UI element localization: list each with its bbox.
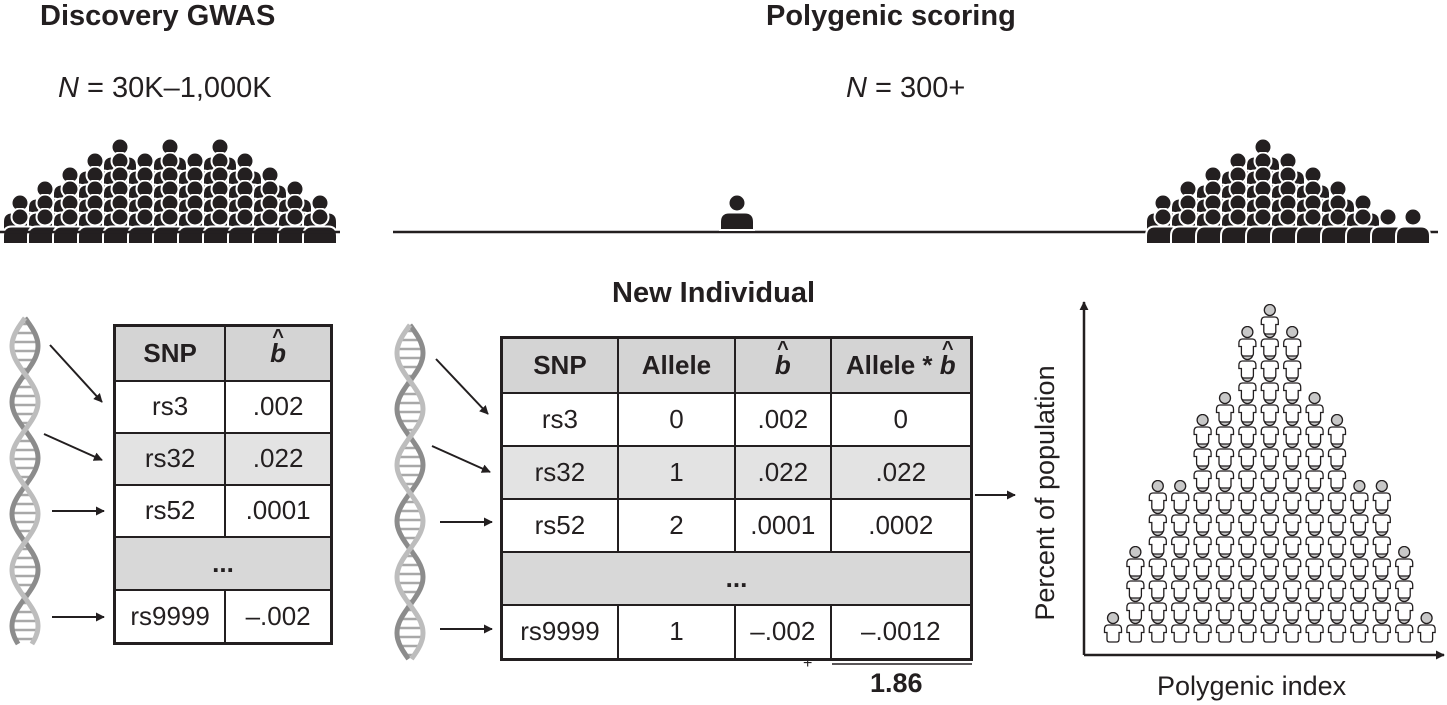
- y-axis-label: Percent of population: [1030, 365, 1060, 621]
- arrows-to-table1: [43, 344, 105, 622]
- sum-plus-sign: +: [803, 655, 813, 672]
- person-icon: [1238, 326, 1257, 357]
- dna-helix-icon: [394, 323, 426, 661]
- effect-header: ^ b: [734, 336, 832, 394]
- ellipsis-cell: ...: [500, 550, 973, 606]
- snp-cell: rs9999: [500, 603, 619, 661]
- effect-cell: .0001: [734, 497, 832, 553]
- person-icon: [1350, 480, 1369, 511]
- discovery-sample-size: N = 30K–1,000K: [58, 72, 272, 105]
- person-icon: [1327, 414, 1347, 445]
- effect-cell: .002: [734, 391, 832, 447]
- x-axis-label: Polygenic index: [1157, 671, 1347, 701]
- individual-score-table: SNP Allele ^ b Allele * ^ b rs3 0 .002 0 r…: [500, 336, 973, 661]
- person-icon: [1283, 326, 1302, 357]
- person-icon: [1372, 480, 1391, 511]
- person-icon: [1395, 546, 1414, 577]
- arrows-to-table2: [431, 358, 493, 634]
- effect-cell: .002: [224, 379, 333, 434]
- allele-cell: 0: [616, 391, 737, 447]
- person-icon: [1148, 480, 1167, 511]
- arrow: [49, 344, 103, 403]
- discovery-crowd: [2, 138, 338, 244]
- b-symbol: ^ b: [939, 337, 956, 380]
- snp-cell: rs3: [113, 379, 227, 434]
- person-icon: [1103, 612, 1123, 643]
- allele-cell: 2: [616, 497, 737, 553]
- effect-cell: –.002: [224, 588, 333, 645]
- population-distribution: [1103, 304, 1436, 643]
- person-icon: [1215, 392, 1235, 423]
- new-individual-title: New Individual: [612, 277, 816, 309]
- n-symbol: N: [58, 72, 79, 104]
- product-cell: 0: [829, 391, 973, 447]
- table-row: rs9999 1 –.002 –.0012: [500, 603, 973, 661]
- polygenic-scoring-title: Polygenic scoring: [766, 0, 1016, 32]
- polygenic-score-total: 1.86: [870, 668, 923, 698]
- scoring-n-value: = 300+: [866, 72, 966, 104]
- b-symbol: b: [270, 337, 287, 368]
- single-person-icon: [719, 193, 755, 231]
- ellipsis-row: ...: [113, 535, 333, 591]
- table-row: rs3 0 .002 0: [500, 391, 973, 447]
- ellipsis-cell: ...: [113, 535, 333, 591]
- table-row: rs32 .022: [113, 431, 333, 486]
- table-header-row: SNP ^ b: [113, 324, 333, 382]
- table-row: rs52 .0001: [113, 483, 333, 538]
- snp-cell: rs52: [500, 497, 619, 553]
- person-icon: [1395, 208, 1431, 244]
- person-icon: [1260, 304, 1279, 335]
- dna-strand: [9, 316, 41, 646]
- allele-header: Allele: [616, 336, 737, 394]
- snp-cell: rs32: [113, 431, 227, 486]
- allele-times-effect-header: Allele * ^ b: [829, 336, 973, 394]
- discovery-gwas-title: Discovery GWAS: [40, 0, 276, 32]
- ellipsis-row: ...: [500, 550, 973, 606]
- snp-header: SNP: [113, 324, 227, 382]
- effect-cell: .0001: [224, 483, 333, 538]
- scoring-sample-size: N = 300+: [846, 72, 965, 105]
- person-icon: [1417, 612, 1436, 643]
- dna-strand: [394, 323, 426, 661]
- table-row: rs52 2 .0001 .0002: [500, 497, 973, 553]
- scoring-crowd: [1145, 138, 1431, 244]
- person-icon: [1193, 414, 1212, 445]
- snp-cell: rs9999: [113, 588, 227, 645]
- snp-cell: rs3: [500, 391, 619, 447]
- n-symbol: N: [846, 72, 867, 104]
- person-icon: [1305, 392, 1324, 423]
- arrow: [431, 445, 491, 473]
- product-cell: –.0012: [829, 603, 973, 661]
- arrow: [435, 358, 489, 415]
- snp-header: SNP: [500, 336, 619, 394]
- product-cell: .022: [829, 444, 973, 500]
- person-icon: [719, 193, 755, 231]
- product-cell: .0002: [829, 497, 973, 553]
- table-row: rs32 1 .022 .022: [500, 444, 973, 500]
- discovery-n-value: = 30K–1,000K: [78, 72, 272, 104]
- effect-header: ^ b: [224, 324, 333, 382]
- allele-cell: 1: [616, 444, 737, 500]
- gwas-effect-table: SNP ^ b rs3 .002 rs32 .022 rs52 .0001 ...…: [113, 324, 333, 645]
- allele-cell: 1: [616, 603, 737, 661]
- snp-cell: rs52: [113, 483, 227, 538]
- table-row: rs3 .002: [113, 379, 333, 434]
- arrow: [43, 433, 103, 461]
- effect-cell: .022: [734, 444, 832, 500]
- dna-helix-icon: [9, 316, 41, 646]
- table-header-row: SNP Allele ^ b Allele * ^ b: [500, 336, 973, 394]
- person-icon: [1171, 480, 1190, 511]
- b-symbol: b: [774, 349, 791, 380]
- snp-cell: rs32: [500, 444, 619, 500]
- table-row: rs9999 –.002: [113, 588, 333, 645]
- person-icon: [1126, 546, 1145, 577]
- effect-cell: .022: [224, 431, 333, 486]
- effect-cell: –.002: [734, 603, 832, 661]
